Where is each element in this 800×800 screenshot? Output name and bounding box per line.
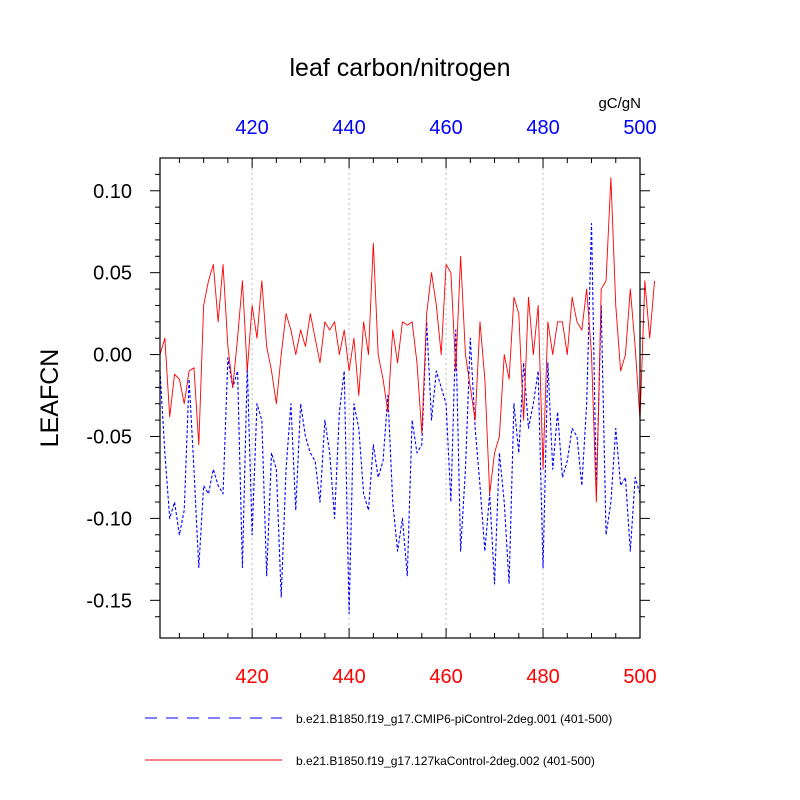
legend: b.e21.B1850.f19_g17.CMIP6-piControl-2deg… bbox=[145, 712, 612, 768]
x-tick-label-bottom: 420 bbox=[235, 666, 268, 688]
x-tick-label-top: 480 bbox=[526, 117, 559, 139]
y-tick-label: -0.10 bbox=[86, 508, 132, 530]
x-tick-label-top: 460 bbox=[429, 117, 462, 139]
y-tick-label: -0.15 bbox=[86, 590, 132, 612]
plot-series bbox=[159, 177, 655, 614]
axis-labels: 420 420 440 440 460 460 480 480 500 500 -0.15 -0.10… bbox=[86, 117, 656, 688]
plot-frame bbox=[159, 157, 641, 639]
y-tick-label: 0.10 bbox=[93, 181, 132, 203]
x-tick-label-bottom: 460 bbox=[429, 666, 462, 688]
x-tick-label-top: 420 bbox=[235, 117, 268, 139]
y-tick-label: 0.05 bbox=[93, 263, 132, 285]
y-axis-label: LEAFCN bbox=[36, 349, 64, 448]
legend-label-2: b.e21.B1850.f19_g17.127kaControl-2deg.00… bbox=[296, 754, 595, 768]
x-tick-label-top: 440 bbox=[332, 117, 365, 139]
gridlines bbox=[251, 158, 544, 638]
y-tick-label: 0.00 bbox=[93, 345, 132, 367]
x-tick-label-top: 500 bbox=[623, 117, 656, 139]
x-tick-label-bottom: 440 bbox=[332, 666, 365, 688]
legend-label-1: b.e21.B1850.f19_g17.CMIP6-piControl-2deg… bbox=[296, 712, 612, 726]
series-line-1 bbox=[159, 222, 641, 614]
x-tick-label-bottom: 500 bbox=[623, 666, 656, 688]
chart-title: leaf carbon/nitrogen bbox=[290, 54, 511, 82]
y-tick-label: -0.05 bbox=[86, 426, 132, 448]
axis-ticks bbox=[150, 158, 650, 638]
units-label: gC/gN bbox=[598, 95, 641, 112]
series-line-2 bbox=[159, 177, 655, 503]
x-tick-label-bottom: 480 bbox=[526, 666, 559, 688]
